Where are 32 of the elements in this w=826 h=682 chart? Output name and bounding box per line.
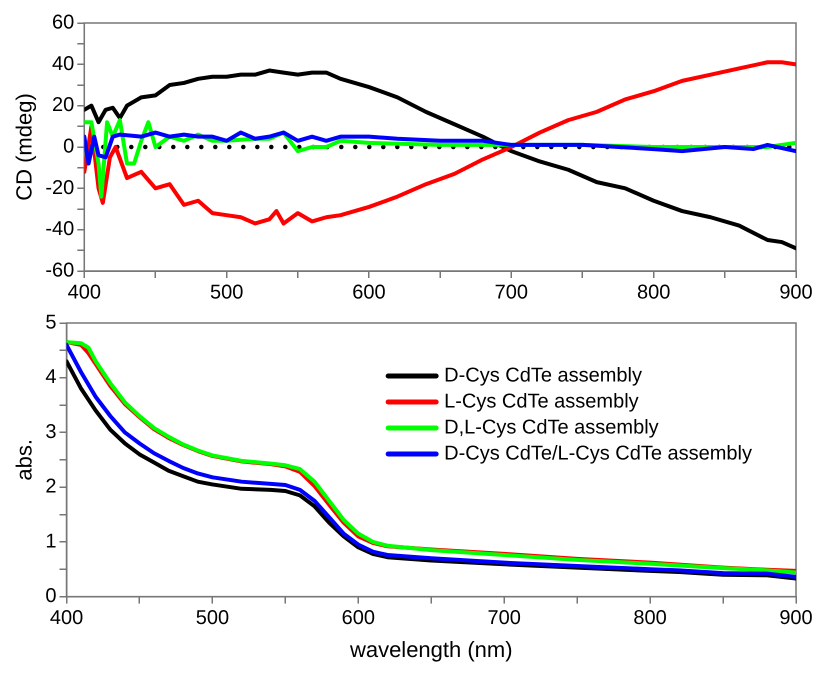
y-tick-label: 20 bbox=[52, 94, 74, 116]
y-tick-label: 2 bbox=[45, 476, 57, 498]
x-tick-label: 900 bbox=[779, 282, 813, 304]
x-axis-title: wavelength (nm) bbox=[348, 636, 513, 662]
x-tick-label: 400 bbox=[50, 607, 84, 630]
y-tick-label: -60 bbox=[45, 260, 74, 282]
y-tick-label: 4 bbox=[45, 366, 57, 388]
x-tick-label: 800 bbox=[633, 607, 667, 630]
legend-label: D-Cys CdTe assembly bbox=[444, 364, 642, 387]
legend-label: D-Cys CdTe/L-Cys CdTe assembly bbox=[444, 442, 752, 465]
x-tick-label: 700 bbox=[488, 607, 521, 630]
y-tick-label: 0 bbox=[63, 136, 74, 158]
x-tick-label: 700 bbox=[494, 282, 528, 304]
legend-label: L-Cys CdTe assembly bbox=[444, 390, 639, 413]
legend-label: D,L-Cys CdTe assembly bbox=[444, 416, 659, 439]
x-tick-label: 600 bbox=[342, 607, 375, 630]
y-tick-label: -20 bbox=[45, 176, 74, 199]
y-tick-label: 3 bbox=[45, 420, 57, 443]
y-tick-label: 1 bbox=[45, 530, 57, 552]
y-tick-label: 0 bbox=[45, 585, 57, 608]
x-tick-label: 900 bbox=[779, 607, 813, 630]
x-tick-label: 500 bbox=[196, 607, 230, 630]
y-axis-title: abs. bbox=[11, 439, 36, 481]
y-tick-label: -40 bbox=[45, 218, 74, 240]
y-tick-label: 60 bbox=[52, 12, 74, 34]
y-axis-title: CD (mdeg) bbox=[11, 93, 36, 201]
y-tick-label: 40 bbox=[52, 52, 74, 75]
x-tick-label: 800 bbox=[636, 282, 670, 304]
y-tick-label: 5 bbox=[45, 312, 57, 334]
x-tick-label: 500 bbox=[210, 282, 244, 304]
x-tick-label: 400 bbox=[68, 282, 101, 304]
x-tick-label: 600 bbox=[352, 282, 386, 304]
